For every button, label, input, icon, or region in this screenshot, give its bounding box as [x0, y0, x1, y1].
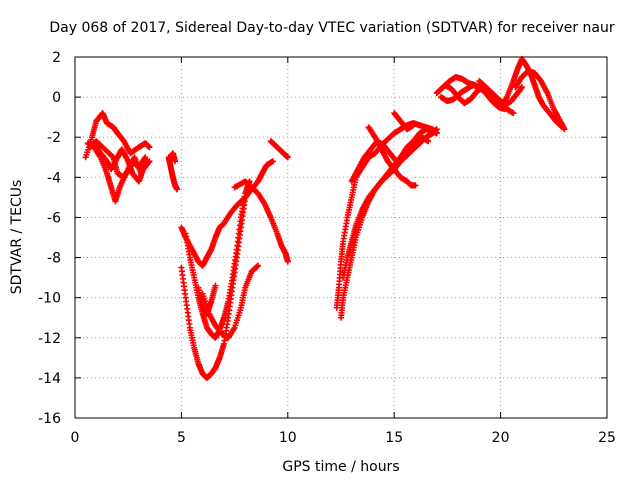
y-tick-label: 0 — [52, 90, 61, 106]
data-points — [82, 56, 568, 381]
data-point — [212, 282, 219, 289]
data-point — [412, 182, 419, 189]
data-point — [410, 122, 417, 129]
y-tick-label: -8 — [47, 251, 61, 267]
data-point — [174, 186, 181, 193]
y-tick-label: 2 — [52, 50, 61, 66]
y-tick-label: -4 — [47, 170, 61, 186]
data-point — [284, 258, 291, 265]
y-axis-label: SDTVAR / TECUs — [9, 180, 25, 295]
data-point — [284, 154, 291, 161]
data-point — [146, 158, 153, 165]
x-tick-label: 25 — [598, 430, 616, 446]
data-point — [269, 158, 276, 165]
y-tick-label: -6 — [47, 210, 61, 226]
x-tick-label: 15 — [385, 430, 403, 446]
data-point — [510, 110, 517, 117]
y-tick-label: -2 — [47, 130, 61, 146]
data-point — [142, 154, 149, 161]
plot-frame — [74, 56, 608, 419]
gridlines — [75, 57, 607, 418]
data-point — [172, 158, 179, 165]
y-tick-label: -10 — [38, 291, 61, 307]
x-tick-label: 5 — [177, 430, 186, 446]
x-tick-label: 10 — [279, 430, 297, 446]
data-point — [255, 262, 262, 269]
data-point — [433, 126, 440, 133]
y-tick-label: -16 — [38, 411, 61, 427]
y-tick-label: -14 — [38, 371, 61, 387]
data-point — [518, 84, 525, 91]
data-point — [561, 126, 568, 133]
chart-title: Day 068 of 2017, Sidereal Day-to-day VTE… — [49, 20, 615, 36]
x-axis-label: GPS time / hours — [282, 459, 399, 475]
data-point — [146, 144, 153, 151]
x-tick-label: 0 — [71, 430, 80, 446]
data-point — [109, 153, 116, 160]
data-point — [425, 138, 432, 145]
y-tick-label: -12 — [38, 331, 61, 347]
x-tick-label: 20 — [492, 430, 510, 446]
